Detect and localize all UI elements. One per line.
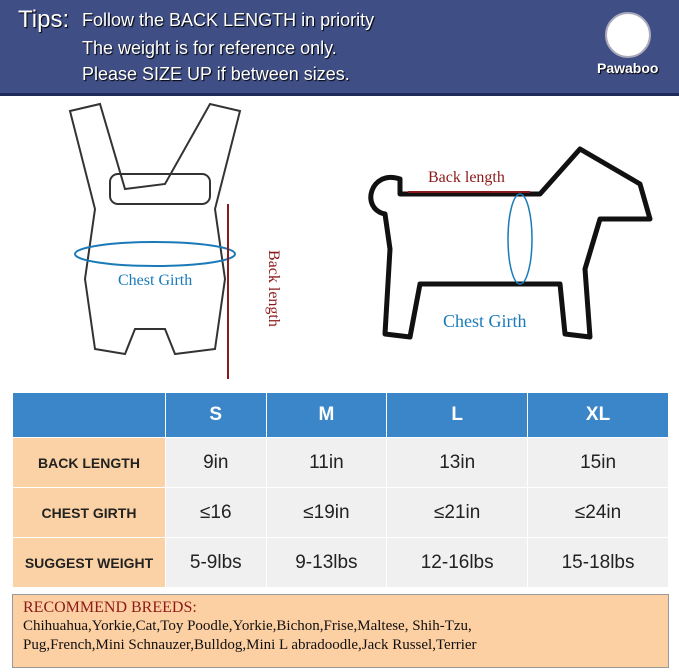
tip-line: The weight is for reference only. (82, 38, 337, 58)
row-label: BACK LENGTH (12, 437, 166, 488)
cell: ≤21in (386, 487, 529, 538)
cell: ≤24in (527, 487, 669, 538)
carrier-back-label: Back length (265, 250, 282, 327)
illustrations (68, 102, 653, 379)
table-row: SUGGEST WEIGHT 5-9lbs 9-13lbs 12-16lbs 1… (12, 537, 669, 588)
header-blank (12, 392, 166, 438)
tip-line: Follow the BACK LENGTH in priority (82, 10, 375, 30)
dog-chest-label: Chest Girth (443, 311, 527, 331)
table-row: BACK LENGTH 9in 11in 13in 15in (12, 437, 669, 488)
size-chart: S M L XL BACK LENGTH 9in 11in 13in 15in … (12, 392, 669, 588)
pawaboo-logo (605, 12, 651, 58)
tip-line: Please SIZE UP if between sizes. (82, 64, 350, 84)
cell: ≤16 (165, 487, 267, 538)
cell: 11in (265, 437, 388, 488)
breeds-line: Chihuahua,Yorkie,Cat,Toy Poodle,Yorkie,B… (23, 618, 472, 634)
cell: 9-13lbs (265, 537, 388, 588)
cell: 15in (527, 437, 669, 488)
cell: 13in (386, 437, 529, 488)
row-label: CHEST GIRTH (12, 487, 166, 538)
table-row: CHEST GIRTH ≤16 ≤19in ≤21in ≤24in (12, 487, 669, 538)
breeds-title: RECOMMEND BREEDS: (23, 599, 197, 616)
header-size: M (265, 392, 388, 438)
cell: 9in (165, 437, 267, 488)
header-size: XL (527, 392, 669, 438)
breeds-line: Pug,French,Mini Schnauzer,Bulldog,Mini L… (23, 637, 477, 653)
carrier-drawing (68, 102, 242, 356)
dog-back-label: Back length (428, 169, 505, 186)
dog-outline (368, 146, 653, 340)
carrier-chest-label: Chest Girth (118, 272, 193, 289)
header-size: L (386, 392, 529, 438)
tips-banner: Tips: Follow the BACK LENGTH in priority… (0, 0, 679, 96)
dog-chest-arrow (507, 193, 533, 285)
cell: 12-16lbs (386, 537, 529, 588)
header-row: S M L XL (12, 392, 669, 438)
row-label: SUGGEST WEIGHT (12, 537, 166, 588)
header-size: S (165, 392, 267, 438)
cell: 15-18lbs (527, 537, 669, 588)
logo-text: Pawaboo (597, 60, 659, 76)
cell: ≤19in (265, 487, 388, 538)
tips-label: Tips: (18, 6, 70, 33)
cell: 5-9lbs (165, 537, 267, 588)
recommend-breeds: RECOMMEND BREEDS: Chihuahua,Yorkie,Cat,T… (12, 594, 669, 668)
